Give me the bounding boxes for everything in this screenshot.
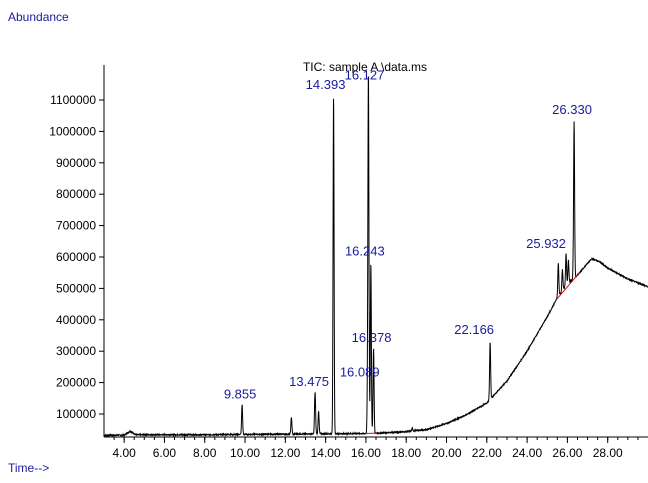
x-tick-label: 28.00 xyxy=(593,446,623,460)
y-tick-label: 600000 xyxy=(56,250,96,264)
peak-label: 16.243 xyxy=(345,243,385,258)
y-tick-label: 700000 xyxy=(56,219,96,233)
peak-label: 13.475 xyxy=(289,374,329,389)
y-tick-label: 900000 xyxy=(56,156,96,170)
x-tick-label: 4.00 xyxy=(112,446,136,460)
y-tick-label: 1100000 xyxy=(50,93,96,107)
peak-label: 16.378 xyxy=(352,330,392,345)
peak-label: 22.166 xyxy=(454,322,494,337)
x-axis-label: Time--> xyxy=(8,461,50,475)
y-tick-label: 300000 xyxy=(56,344,96,358)
x-tick-label: 16.00 xyxy=(351,446,381,460)
x-tick-label: 18.00 xyxy=(391,446,421,460)
peak-label: 16.127 xyxy=(345,67,385,82)
x-tick-label: 22.00 xyxy=(472,446,502,460)
x-tick-label: 6.00 xyxy=(153,446,177,460)
x-tick-label: 14.00 xyxy=(311,446,341,460)
y-tick-label: 500000 xyxy=(56,281,96,295)
peak-label: 26.330 xyxy=(552,102,592,117)
peak-label: 9.855 xyxy=(224,387,257,402)
y-tick-label: 400000 xyxy=(56,313,96,327)
y-tick-label: 200000 xyxy=(56,376,96,390)
x-tick-label: 26.00 xyxy=(552,446,582,460)
x-tick-label: 10.00 xyxy=(230,446,260,460)
y-tick-label: 1000000 xyxy=(49,124,96,138)
y-tick-label: 100000 xyxy=(56,407,96,421)
y-tick-label: 800000 xyxy=(56,187,96,201)
x-tick-label: 12.00 xyxy=(270,446,300,460)
x-tick-label: 24.00 xyxy=(512,446,542,460)
peak-label: 16.089 xyxy=(340,365,380,380)
integration-baseline xyxy=(555,272,580,301)
x-tick-label: 8.00 xyxy=(193,446,217,460)
y-axis-label: Abundance xyxy=(8,10,69,24)
peak-label: 14.393 xyxy=(306,77,346,92)
peak-label: 25.932 xyxy=(526,236,566,251)
x-tick-label: 20.00 xyxy=(432,446,462,460)
chart-title: TIC: sample A \data.ms xyxy=(302,60,428,74)
